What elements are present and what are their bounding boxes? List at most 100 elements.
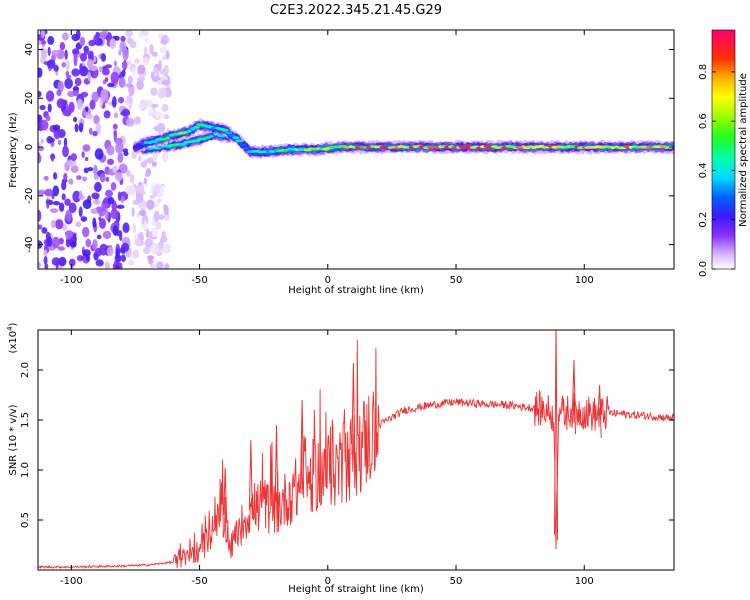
noise-blob xyxy=(102,230,112,239)
colorbar: 0.0 0.2 0.4 0.6 0.8 Normalized spectral ampl… xyxy=(698,29,749,277)
snr-panel: -100 -50 0 50 100 0.5 1.0 1.5 2.0 Height of stra… xyxy=(6,322,675,595)
ridge-core xyxy=(187,129,192,133)
noise-blob xyxy=(136,79,144,91)
noise-blob xyxy=(92,208,97,214)
noise-blob xyxy=(163,64,169,75)
noise-blob xyxy=(123,151,129,157)
snr-line-plot xyxy=(38,330,674,569)
noise-blob xyxy=(115,142,124,154)
noise-blob xyxy=(92,217,97,228)
y-tick-label: 0.5 xyxy=(20,512,31,528)
noise-blob xyxy=(107,158,114,165)
noise-blob xyxy=(41,227,48,234)
noise-blob xyxy=(75,30,81,40)
ridge-core xyxy=(204,136,211,139)
noise-blob xyxy=(47,46,51,57)
noise-blob xyxy=(115,265,120,269)
ridge-core xyxy=(161,137,168,141)
x-tick-label: -50 xyxy=(191,576,207,587)
noise-blob xyxy=(107,196,115,204)
colorbar-gradient xyxy=(712,30,735,269)
noise-blob xyxy=(158,87,168,98)
noise-blob xyxy=(92,199,101,205)
noise-blob xyxy=(121,60,128,70)
snr-frame xyxy=(37,329,675,571)
noise-blob xyxy=(55,219,64,230)
noise-blob xyxy=(46,90,55,102)
noise-blob xyxy=(144,172,149,177)
noise-blob xyxy=(63,137,68,148)
colorbar-tick-label: 0.2 xyxy=(698,212,709,228)
noise-blob xyxy=(73,54,78,67)
noise-blob xyxy=(52,124,61,131)
noise-blob xyxy=(51,219,56,229)
noise-blob xyxy=(150,242,160,255)
noise-blob xyxy=(56,98,65,109)
noise-blob xyxy=(91,91,99,103)
noise-blob xyxy=(78,206,83,218)
noise-blob xyxy=(86,254,90,262)
noise-blob xyxy=(120,110,128,116)
noise-blob xyxy=(107,82,115,88)
noise-blob xyxy=(38,67,43,78)
spectrogram-frame xyxy=(37,29,675,270)
x-tick-label: -100 xyxy=(60,576,83,587)
noise-blob xyxy=(161,103,169,112)
noise-blob xyxy=(99,243,108,256)
noise-blob xyxy=(67,159,77,168)
snr-spike xyxy=(223,467,228,524)
colorbar-tick-label: 0.8 xyxy=(698,64,709,80)
chart-title: C2E3.2022.345.21.45.G29 xyxy=(270,3,442,18)
noise-blob xyxy=(132,222,136,234)
y-tick-label: 20 xyxy=(24,92,35,105)
snr-ylabel: SNR (10 * v/v) xyxy=(8,404,19,475)
spectrogram-xlabel: Height of straight line (km) xyxy=(288,285,424,296)
noise-blob xyxy=(146,157,154,164)
noise-blob xyxy=(149,194,156,199)
noise-blob xyxy=(68,202,77,214)
snr-yscale-base: (x10 xyxy=(8,331,19,354)
noise-blob xyxy=(38,209,42,222)
snr-spike xyxy=(274,424,279,520)
noise-blob xyxy=(134,116,141,125)
noise-blob xyxy=(98,216,102,221)
noise-blob xyxy=(113,60,117,67)
noise-blob xyxy=(159,69,165,75)
noise-blob xyxy=(45,199,54,204)
noise-blob xyxy=(126,170,131,177)
noise-blob xyxy=(82,144,91,152)
ridge-core xyxy=(178,143,187,146)
noise-blob xyxy=(118,76,126,88)
noise-blob xyxy=(138,32,143,39)
noise-blob xyxy=(104,261,110,269)
noise-blob xyxy=(73,116,78,123)
spectrogram-ylabel: Frequency (Hz) xyxy=(8,112,19,188)
noise-blob xyxy=(38,146,45,152)
noise-blob xyxy=(148,231,153,239)
noise-blob xyxy=(112,165,118,174)
ridge-core xyxy=(149,140,158,144)
noise-blob xyxy=(137,64,146,75)
noise-blob xyxy=(109,38,117,50)
noise-blob xyxy=(85,113,94,120)
noise-blob xyxy=(47,35,55,45)
ridge-core xyxy=(542,146,547,149)
noise-blob xyxy=(159,248,164,254)
noise-blob xyxy=(50,153,55,162)
noise-blob xyxy=(138,155,142,161)
noise-blob xyxy=(74,123,79,133)
spectrogram-panel: -100 -50 0 50 100 -40 -20 0 20 40 Height of strai… xyxy=(8,29,675,296)
x-tick-label: 50 xyxy=(450,275,463,286)
noise-blob xyxy=(122,222,130,233)
noise-blob xyxy=(117,191,122,201)
noise-blob xyxy=(114,172,123,182)
colorbar-label: Normalized spectral amplitude xyxy=(738,73,749,227)
noise-blob xyxy=(105,189,113,198)
noise-blob xyxy=(51,257,61,266)
noise-blob xyxy=(83,167,89,174)
noise-blob xyxy=(148,109,156,117)
noise-blob xyxy=(93,164,98,177)
noise-blob xyxy=(72,190,81,203)
noise-blob xyxy=(96,234,102,240)
noise-blob xyxy=(112,96,117,108)
